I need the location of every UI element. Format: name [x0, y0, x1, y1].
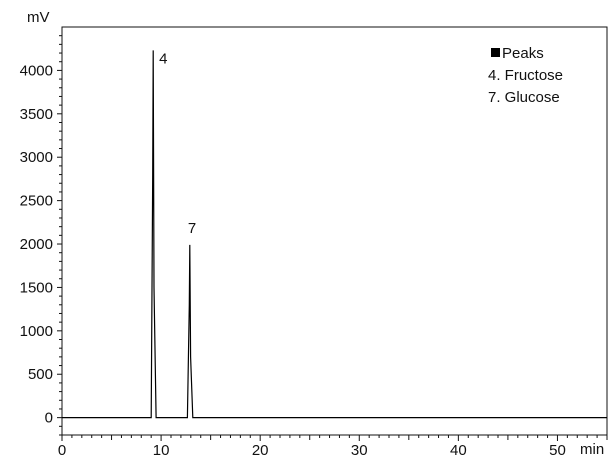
legend-entry-glucose: 7. Glucose — [488, 89, 560, 106]
x-tick-label: 20 — [252, 442, 269, 459]
peak-labels: 47 — [159, 50, 196, 236]
x-tick-label: 10 — [153, 442, 170, 459]
y-tick-label: 3500 — [20, 106, 53, 123]
legend-title: Peaks — [502, 45, 544, 62]
y-tick-label: 4000 — [20, 62, 53, 79]
x-unit-label: min — [580, 441, 604, 458]
chromatogram-trace — [62, 50, 607, 419]
legend-marker — [491, 48, 500, 57]
x-tick-label: 0 — [58, 442, 66, 459]
y-tick-label: 1000 — [20, 323, 53, 340]
plot-frame — [61, 26, 608, 436]
x-axis: 0 10 20 30 40 50 — [58, 435, 608, 459]
legend-entry-fructose: 4. Fructose — [488, 67, 563, 84]
y-unit-label: mV — [27, 9, 50, 26]
x-tick-label: 40 — [450, 442, 467, 459]
y-tick-label: 0 — [45, 410, 53, 427]
peak-label: 7 — [188, 220, 196, 237]
peak-label: 4 — [159, 50, 167, 67]
x-tick-label: 50 — [549, 442, 566, 459]
series-layer — [62, 50, 607, 419]
y-tick-label: 2500 — [20, 193, 53, 210]
y-tick-label: 500 — [28, 366, 53, 383]
legend: Peaks 4. Fructose 7. Glucose — [488, 45, 563, 106]
y-axis: 0 500 1000 1500 2000 2500 3000 3500 4000 — [20, 35, 62, 436]
y-tick-label: 1500 — [20, 279, 53, 296]
x-tick-label: 30 — [351, 442, 368, 459]
y-tick-label: 2000 — [20, 236, 53, 253]
y-tick-label: 3000 — [20, 149, 53, 166]
